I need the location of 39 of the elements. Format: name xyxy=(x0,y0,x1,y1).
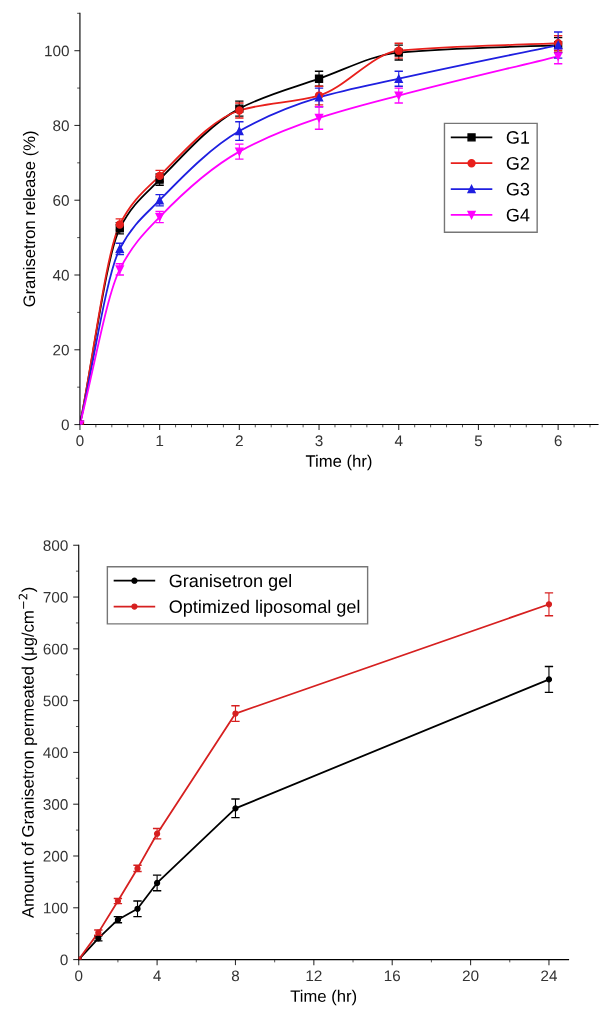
y-tick-label: 200 xyxy=(43,850,68,862)
x-tick-label: 20 xyxy=(462,970,479,982)
x-tick-label: 16 xyxy=(384,970,401,982)
legend-label: G1 xyxy=(506,131,530,144)
y-tick-label: 800 xyxy=(43,540,68,551)
y-tick-label: 600 xyxy=(43,643,68,655)
x-tick-label: 1 xyxy=(156,435,164,447)
y-tick-label: 400 xyxy=(43,747,68,759)
x-axis-title: Time (hr) xyxy=(305,454,372,471)
y-tick-label: 0 xyxy=(61,419,69,431)
x-axis-title: Time (hr) xyxy=(290,989,357,1006)
legend-label: G4 xyxy=(506,208,530,222)
y-tick-label: 80 xyxy=(53,120,69,132)
y-axis-title: Amount of Granisetron permeated (μg/cm$^{−2}$) xyxy=(18,587,38,919)
y-tick-label: 100 xyxy=(43,902,68,914)
y-tick-label: 20 xyxy=(53,344,69,356)
legend-label: Granisetron gel xyxy=(169,573,291,591)
legend-label: G3 xyxy=(506,182,530,196)
x-tick-label: 12 xyxy=(306,970,322,982)
x-tick-label: 24 xyxy=(541,970,557,982)
y-tick-label: 60 xyxy=(53,195,69,206)
x-tick-label: 6 xyxy=(554,435,562,447)
y-axis-title: Granisetron release (%) xyxy=(22,131,39,307)
y-tick-label: 700 xyxy=(43,591,68,603)
y-tick-label: 40 xyxy=(52,269,69,281)
y-tick-label: 500 xyxy=(43,695,68,707)
x-tick-label: 0 xyxy=(76,435,84,447)
x-tick-label: 4 xyxy=(394,435,403,447)
y-tick-label: 300 xyxy=(43,799,68,810)
legend-label: Optimized liposomal gel xyxy=(169,599,360,617)
legend-label: G2 xyxy=(506,156,530,170)
x-tick-label: 8 xyxy=(231,970,240,982)
x-tick-label: 2 xyxy=(235,435,243,447)
x-tick-label: 0 xyxy=(75,970,83,982)
x-tick-label: 5 xyxy=(474,435,483,447)
x-tick-label: 4 xyxy=(153,970,161,982)
x-tick-label: 3 xyxy=(315,435,323,447)
y-tick-label: 100 xyxy=(45,45,69,57)
y-tick-label: 0 xyxy=(60,954,68,966)
